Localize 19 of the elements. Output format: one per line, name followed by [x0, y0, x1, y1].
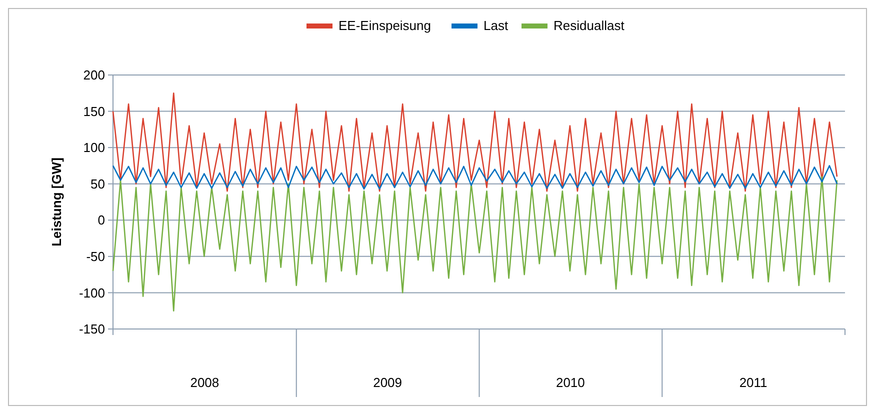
y-tick-label: 150 — [83, 104, 105, 119]
x-tick-label: 2011 — [739, 375, 768, 390]
legend-label: Residuallast — [554, 18, 625, 33]
x-tick-label: 2009 — [373, 375, 402, 390]
legend-label: Last — [484, 18, 508, 33]
legend-label: EE-Einspeisung — [338, 18, 431, 33]
x-tick-label: 2010 — [556, 375, 585, 390]
y-tick-label: 200 — [83, 68, 105, 83]
y-tick-label: -50 — [86, 248, 105, 264]
y-tick-label: 50 — [90, 176, 105, 192]
line-series — [112, 92, 838, 192]
y-tick-label: 0 — [98, 212, 105, 228]
y-tick-label: -150 — [78, 322, 105, 337]
x-tick-label: 2008 — [190, 375, 220, 390]
y-axis-title: Leistung [GW] — [49, 158, 64, 246]
y-tick-label: -100 — [78, 285, 105, 300]
line-series — [112, 176, 838, 312]
y-tick-label: 100 — [83, 140, 105, 156]
line-series — [112, 165, 838, 190]
